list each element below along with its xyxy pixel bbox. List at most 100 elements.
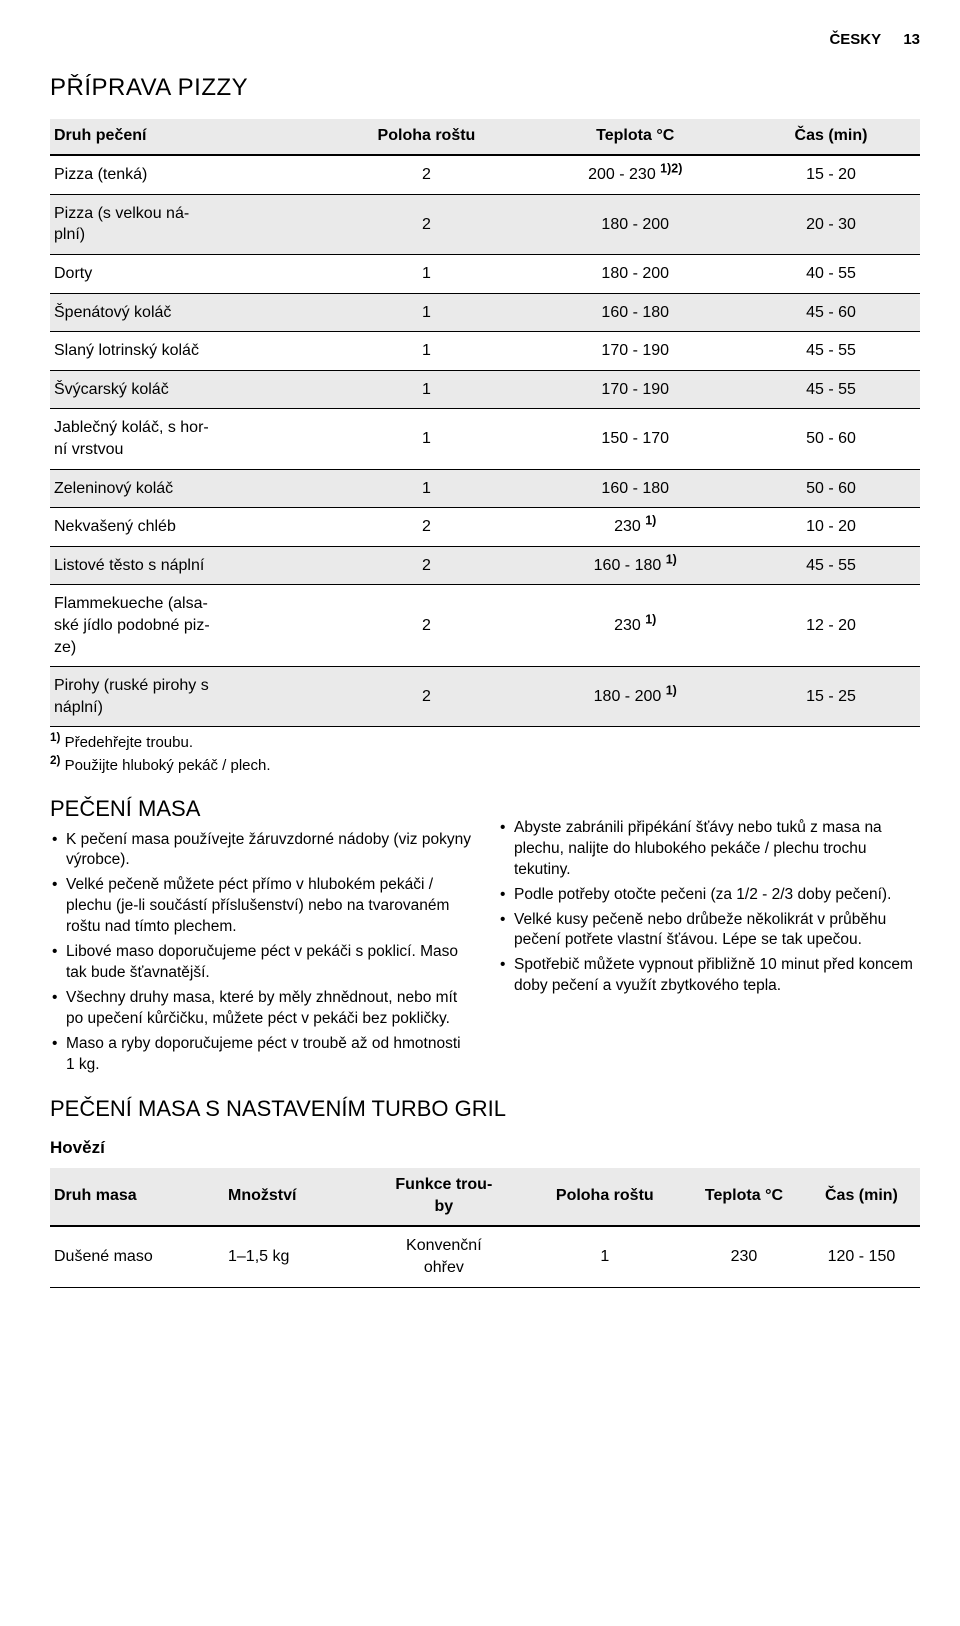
cell-time: 45 - 55 <box>746 332 920 371</box>
cell-pos: 1 <box>328 370 528 409</box>
meat-right-col: Abyste zabránili připékání šťávy nebo tu… <box>498 784 920 1080</box>
list-item: Velké kusy pečeně nebo drůbeže několikrá… <box>498 910 920 952</box>
cell-pos: 2 <box>328 546 528 585</box>
table-row: Pizza (tenká)2200 - 230 1)2)15 - 20 <box>50 155 920 194</box>
cell-name: Špenátový koláč <box>50 293 328 332</box>
cell-time: 15 - 25 <box>746 667 920 727</box>
cell-pos: 1 <box>328 409 528 469</box>
list-item: Libové maso doporučujeme péct v pekáči s… <box>50 942 472 984</box>
cell-time: 15 - 20 <box>746 155 920 194</box>
cell-temp: 160 - 180 <box>528 293 746 332</box>
cell-temp: 170 - 190 <box>528 332 746 371</box>
cell-pos: 1 <box>328 332 528 371</box>
list-item: Velké pečeně můžete péct přímo v hluboké… <box>50 875 472 938</box>
header-lang: ČESKY <box>829 31 881 48</box>
turbo-col-3: Poloha roštu <box>528 1168 685 1226</box>
cell-time: 20 - 30 <box>746 194 920 254</box>
table-row: Jablečný koláč, s hor- ní vrstvou1150 - … <box>50 409 920 469</box>
cell-name: Zeleninový koláč <box>50 469 328 508</box>
cell-pos: 1 <box>328 469 528 508</box>
meat-two-col: PEČENÍ MASA K pečení masa používejte žár… <box>50 784 920 1080</box>
cell-time: 45 - 55 <box>746 370 920 409</box>
cell-name: Pizza (tenká) <box>50 155 328 194</box>
table-row: Listové těsto s náplní2160 - 180 1)45 - … <box>50 546 920 585</box>
list-item: Podle potřeby otočte pečeni (za 1/2 - 2/… <box>498 885 920 906</box>
list-item: Všechny druhy masa, které by měly zhnědn… <box>50 988 472 1030</box>
meat-left-bullets: K pečení masa používejte žáruvzdorné nád… <box>50 830 472 1076</box>
footnote: 2) Použijte hluboký pekáč / plech. <box>50 756 920 776</box>
cell-name: Slaný lotrinský koláč <box>50 332 328 371</box>
table-row: Švýcarský koláč1170 - 190 45 - 55 <box>50 370 920 409</box>
cell-temp: 170 - 190 <box>528 370 746 409</box>
page-header: ČESKY 13 <box>50 30 920 50</box>
list-item: Abyste zabránili připékání šťávy nebo tu… <box>498 818 920 881</box>
list-item: Maso a ryby doporučujeme péct v troubě a… <box>50 1034 472 1076</box>
list-item: K pečení masa používejte žáruvzdorné nád… <box>50 830 472 872</box>
table-row: Dorty1180 - 200 40 - 55 <box>50 255 920 294</box>
turbo-table: Druh masa Množství Funkce trou- by Poloh… <box>50 1168 920 1287</box>
meat-section-title: PEČENÍ MASA <box>50 794 472 824</box>
pizza-footnotes: 1) Předehřejte troubu. 2) Použijte hlubok… <box>50 733 920 776</box>
cell-time: 10 - 20 <box>746 508 920 547</box>
cell-pos: 1 <box>328 255 528 294</box>
table-row: Pirohy (ruské pirohy s náplní)2180 - 200… <box>50 667 920 727</box>
turbo-col-4: Teplota °C <box>685 1168 807 1226</box>
cell-temp: 180 - 200 <box>528 255 746 294</box>
cell-pos: 2 <box>328 585 528 667</box>
turbo-subhead: Hovězí <box>50 1137 920 1160</box>
cell-name: Listové těsto s náplní <box>50 546 328 585</box>
cell-name: Pizza (s velkou ná- plní) <box>50 194 328 254</box>
cell-time: 45 - 55 <box>746 546 920 585</box>
turbo-section-title: PEČENÍ MASA S NASTAVENÍM TURBO GRIL <box>50 1094 920 1124</box>
header-page-number: 13 <box>903 30 920 50</box>
cell-name: Jablečný koláč, s hor- ní vrstvou <box>50 409 328 469</box>
footnote: 1) Předehřejte troubu. <box>50 733 920 753</box>
cell-time: 50 - 60 <box>746 409 920 469</box>
turbo-table-header-row: Druh masa Množství Funkce trou- by Poloh… <box>50 1168 920 1226</box>
cell-time: 40 - 55 <box>746 255 920 294</box>
table-row: Flammekueche (alsa- ské jídlo podobné pi… <box>50 585 920 667</box>
cell-name: Nekvašený chléb <box>50 508 328 547</box>
cell-pos: 2 <box>328 194 528 254</box>
table-row: Nekvašený chléb2230 1)10 - 20 <box>50 508 920 547</box>
pizza-col-3: Čas (min) <box>746 119 920 156</box>
cell-name: Pirohy (ruské pirohy s náplní) <box>50 667 328 727</box>
cell-time: 45 - 60 <box>746 293 920 332</box>
cell-pos: 1 <box>328 293 528 332</box>
cell-pos: 2 <box>328 667 528 727</box>
cell-pos: 2 <box>328 155 528 194</box>
cell-temp: 160 - 180 <box>528 469 746 508</box>
cell-name: Švýcarský koláč <box>50 370 328 409</box>
cell-temp: 180 - 200 <box>528 194 746 254</box>
cell-temp: 200 - 230 1)2) <box>528 155 746 194</box>
pizza-col-0: Druh pečení <box>50 119 328 156</box>
cell: Konvenční ohřev <box>363 1226 528 1287</box>
turbo-col-1: Množství <box>224 1168 363 1226</box>
cell-time: 12 - 20 <box>746 585 920 667</box>
cell: 1–1,5 kg <box>224 1226 363 1287</box>
table-row: Pizza (s velkou ná- plní)2180 - 200 20 -… <box>50 194 920 254</box>
cell-temp: 180 - 200 1) <box>528 667 746 727</box>
pizza-table-header-row: Druh pečení Poloha roštu Teplota °C Čas … <box>50 119 920 156</box>
cell-pos: 2 <box>328 508 528 547</box>
table-row: Špenátový koláč1160 - 180 45 - 60 <box>50 293 920 332</box>
turbo-col-2: Funkce trou- by <box>363 1168 528 1226</box>
pizza-table: Druh pečení Poloha roštu Teplota °C Čas … <box>50 119 920 728</box>
turbo-col-0: Druh masa <box>50 1168 224 1226</box>
meat-right-bullets: Abyste zabránili připékání šťávy nebo tu… <box>498 818 920 997</box>
turbo-col-5: Čas (min) <box>807 1168 920 1226</box>
cell-name: Dorty <box>50 255 328 294</box>
pizza-col-2: Teplota °C <box>528 119 746 156</box>
cell: 230 <box>685 1226 807 1287</box>
cell: 1 <box>528 1226 685 1287</box>
cell: 120 - 150 <box>807 1226 920 1287</box>
pizza-col-1: Poloha roštu <box>328 119 528 156</box>
cell-temp: 150 - 170 <box>528 409 746 469</box>
cell-time: 50 - 60 <box>746 469 920 508</box>
pizza-section-title: PŘÍPRAVA PIZZY <box>50 72 920 104</box>
cell-temp: 230 1) <box>528 585 746 667</box>
cell-temp: 160 - 180 1) <box>528 546 746 585</box>
meat-left-col: PEČENÍ MASA K pečení masa používejte žár… <box>50 784 472 1080</box>
cell-temp: 230 1) <box>528 508 746 547</box>
list-item: Spotřebič můžete vypnout přibližně 10 mi… <box>498 955 920 997</box>
